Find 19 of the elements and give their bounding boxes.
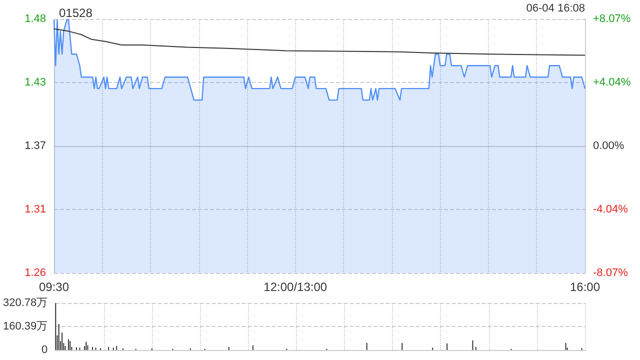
x-tick-label: 09:30 xyxy=(38,280,70,294)
y-tick-label: 1.48 xyxy=(24,13,46,25)
y-tick-label: 1.37 xyxy=(24,140,46,152)
y2-tick-label: +4.04% xyxy=(593,76,631,88)
line-series xyxy=(54,28,586,56)
y-tick-label: 160.39万 xyxy=(2,320,48,332)
y-tick-label: 0 xyxy=(42,344,48,356)
x-tick-label: 16:00 xyxy=(570,280,600,294)
chart-title: 01528 xyxy=(59,6,93,20)
y-tick-label: 1.31 xyxy=(24,204,46,216)
y-tick-label: 1.26 xyxy=(24,267,46,279)
x-tick-label: 12:00/13:00 xyxy=(264,280,328,294)
text: 06-04 16:08 xyxy=(526,2,585,14)
y2-tick-label: -8.07% xyxy=(593,267,628,279)
y2-tick-label: -4.04% xyxy=(593,204,628,216)
y2-tick-label: +8.07% xyxy=(593,13,631,25)
y-tick-label: 320.78万 xyxy=(2,297,48,309)
y2-tick-label: 0.00% xyxy=(593,140,624,152)
y-tick-label: 1.43 xyxy=(24,76,46,88)
